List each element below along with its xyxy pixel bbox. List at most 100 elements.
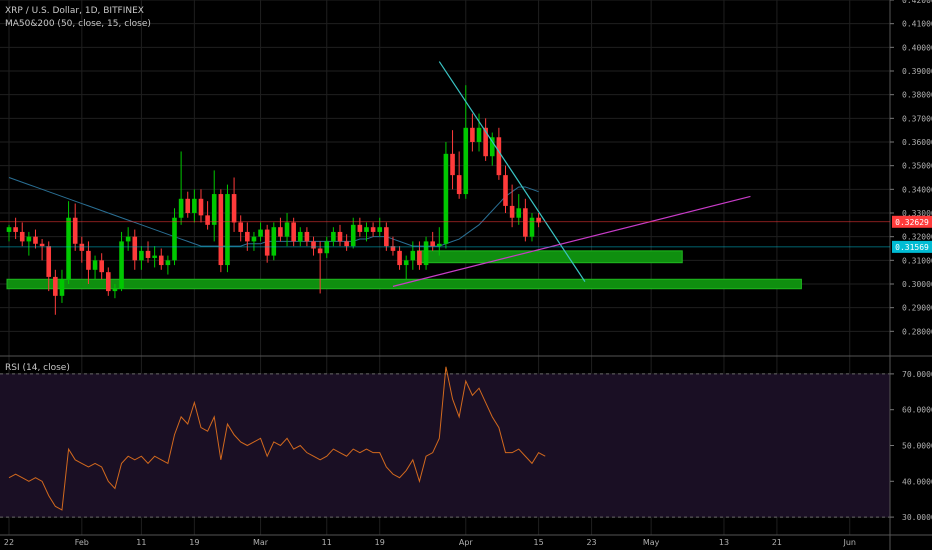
candle-body: [265, 230, 270, 256]
candle-body: [338, 232, 343, 241]
time-tick-label: 15: [534, 538, 544, 547]
candle-body: [33, 237, 38, 244]
time-tick-label: Apr: [459, 538, 474, 547]
candle-body: [358, 225, 363, 232]
price-tag-label: 0.31569: [895, 243, 929, 252]
candle-body: [397, 251, 402, 265]
candle-body: [344, 241, 349, 246]
candle-body: [20, 232, 25, 241]
time-tick-label: May: [643, 538, 660, 547]
indicator-label: MA50&200 (50, close, 15, close): [5, 19, 151, 29]
candle-body: [185, 199, 190, 213]
candle-body: [232, 194, 237, 222]
candle-body: [516, 208, 521, 217]
time-tick-label: 13: [719, 538, 729, 547]
candle-body: [523, 208, 528, 236]
support-zone: [417, 251, 682, 263]
candle-body: [238, 222, 243, 231]
candle-body: [411, 251, 416, 260]
candle-body: [179, 199, 184, 218]
time-tick-label: 19: [375, 538, 385, 547]
candle-body: [377, 227, 382, 232]
candle-body: [324, 241, 329, 253]
candle-body: [258, 230, 263, 237]
candle-body: [318, 249, 323, 254]
candle-body: [272, 227, 277, 255]
price-tick-label: 0.35000: [902, 162, 932, 171]
candle-body: [285, 222, 290, 236]
candle-body: [424, 241, 429, 265]
candle-body: [437, 244, 442, 246]
time-tick-label: 11: [322, 538, 332, 547]
candle-body: [463, 128, 468, 194]
candle-body: [152, 256, 157, 258]
candle-body: [166, 260, 171, 265]
rsi-label: RSI (14, close): [5, 363, 70, 373]
price-tag-label: 0.32629: [895, 218, 929, 227]
candle-body: [404, 260, 409, 265]
candle-body: [40, 244, 45, 246]
candle-body: [417, 251, 422, 265]
candle-body: [278, 227, 283, 236]
time-tick-label: 19: [189, 538, 199, 547]
candle-body: [139, 251, 144, 260]
candle-body: [351, 225, 356, 246]
candle-body: [510, 206, 515, 218]
candle-body: [530, 218, 535, 237]
candle-body: [80, 244, 85, 251]
symbol-title: XRP / U.S. Dollar, 1D, BITFINEX: [5, 6, 144, 16]
rsi-band: [0, 374, 890, 517]
candle-body: [93, 260, 98, 269]
candle-body: [503, 175, 508, 206]
candle-body: [99, 260, 104, 272]
candle-body: [172, 218, 177, 261]
candle-body: [27, 237, 32, 242]
candle-body: [13, 227, 18, 232]
time-tick-label: Mar: [253, 538, 269, 547]
time-tick-label: 22: [4, 538, 14, 547]
price-tick-label: 0.28000: [902, 327, 932, 336]
candle-body: [212, 194, 217, 225]
candle-body: [305, 232, 310, 241]
candle-body: [60, 279, 65, 296]
time-tick-label: Feb: [75, 538, 89, 547]
candle-body: [132, 237, 137, 261]
candle-body: [205, 215, 210, 224]
time-tick-label: 21: [772, 538, 782, 547]
candle-body: [146, 251, 151, 258]
candle-body: [106, 272, 111, 291]
candle-body: [46, 246, 51, 277]
time-tick-label: 11: [136, 538, 146, 547]
candle-body: [470, 128, 475, 142]
candle-body: [119, 241, 124, 288]
time-tick-label: Jun: [842, 538, 856, 547]
price-tick-label: 0.39000: [902, 67, 932, 76]
candle-body: [86, 251, 91, 270]
rsi-band-fill: [0, 374, 890, 517]
candle-body: [298, 232, 303, 241]
time-tick-label: 23: [586, 538, 596, 547]
candle-body: [384, 227, 389, 246]
candle-body: [497, 137, 502, 175]
candle-body: [126, 237, 131, 242]
candle-body: [477, 128, 482, 142]
candle-body: [219, 194, 224, 265]
candle-body: [444, 154, 449, 244]
candle-body: [331, 232, 336, 241]
candle-body: [311, 241, 316, 248]
candle-body: [199, 199, 204, 216]
candle-body: [450, 154, 455, 175]
candle-body: [364, 227, 369, 232]
